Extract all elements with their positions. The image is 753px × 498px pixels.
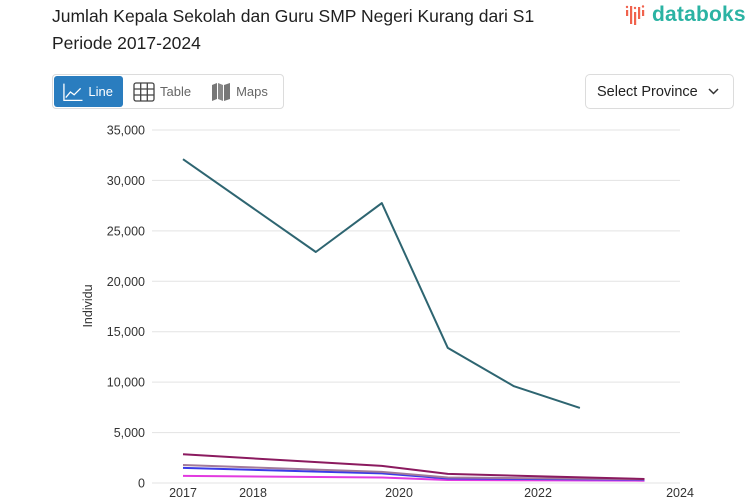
y-gridlines xyxy=(152,129,680,484)
series-lines xyxy=(182,158,645,482)
map-icon xyxy=(212,82,231,101)
tab-line-label: Line xyxy=(88,84,113,99)
databoks-logo[interactable]: databoks xyxy=(625,3,746,27)
x-tick-label: 2017 xyxy=(169,486,197,498)
y-tick-label: 0 xyxy=(138,477,145,491)
tab-table[interactable]: Table xyxy=(123,76,201,107)
series-line[interactable] xyxy=(182,464,645,481)
y-tick-label: 35,000 xyxy=(107,124,145,138)
series-line[interactable] xyxy=(182,453,645,480)
line-chart-icon xyxy=(63,83,83,101)
y-axis-ticks: 0 5,000 10,000 15,000 20,000 25,000 30,000 35,0… xyxy=(107,124,145,491)
chart-title: Jumlah Kepala Sekolah dan Guru SMP Neger… xyxy=(52,6,535,53)
chevron-down-icon xyxy=(708,88,719,95)
x-tick-label: 2022 xyxy=(524,486,552,498)
x-tick-label: 2020 xyxy=(385,486,413,498)
databoks-logo-icon xyxy=(625,5,645,25)
y-tick-label: 10,000 xyxy=(107,376,145,390)
province-select-label: Select Province xyxy=(597,83,698,100)
tab-maps[interactable]: Maps xyxy=(201,76,278,107)
x-tick-label: 2018 xyxy=(239,486,267,498)
tab-table-label: Table xyxy=(160,84,192,99)
y-tick-label: 30,000 xyxy=(107,174,145,188)
series-line[interactable] xyxy=(182,158,581,409)
province-select[interactable]: Select Province xyxy=(585,74,734,109)
y-axis-label: Individu xyxy=(81,284,95,327)
y-tick-label: 15,000 xyxy=(107,325,145,339)
tab-maps-label: Maps xyxy=(236,84,268,99)
y-tick-label: 5,000 xyxy=(114,426,145,440)
series-line[interactable] xyxy=(182,474,645,482)
x-axis-ticks: 2017 2018 2020 2022 2024 xyxy=(169,486,694,498)
databoks-logo-text: databoks xyxy=(652,3,746,26)
tab-line[interactable]: Line xyxy=(54,76,123,107)
table-grid-icon xyxy=(133,81,155,102)
view-tabs: Line Table Maps xyxy=(52,74,284,109)
y-tick-label: 20,000 xyxy=(107,275,145,289)
y-tick-label: 25,000 xyxy=(107,224,145,238)
x-tick-label: 2024 xyxy=(666,486,694,498)
